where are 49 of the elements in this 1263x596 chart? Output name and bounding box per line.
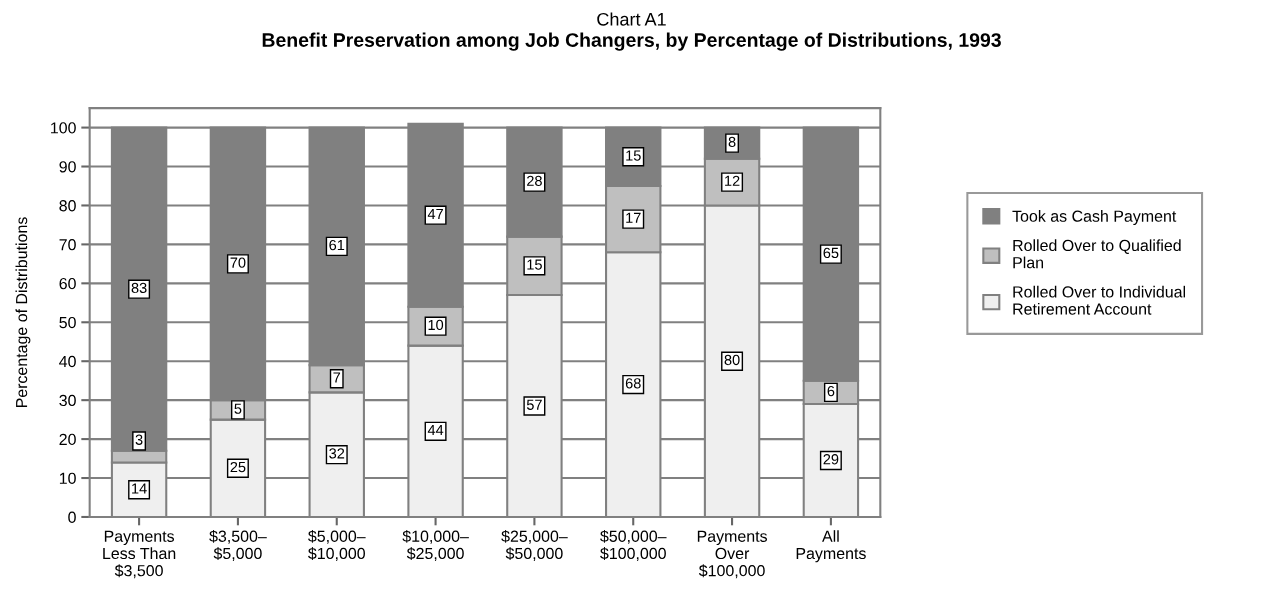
data-label: 12	[725, 175, 740, 186]
x-tick-label: $10,000– $25,000	[402, 529, 469, 561]
x-tick-label: All Payments	[796, 530, 866, 563]
x-tick-label: Payments Over $100,000	[697, 530, 767, 579]
legend-label: Rolled Over to Individual Retirement Account	[1013, 285, 1186, 315]
y-tick-label: 50	[59, 316, 76, 329]
data-label: 15	[626, 150, 641, 161]
data-label: 8	[728, 136, 736, 148]
data-label: 3	[135, 434, 143, 445]
data-label: 65	[823, 247, 839, 259]
y-tick-label: 20	[59, 433, 76, 446]
data-label: 14	[132, 483, 147, 494]
data-label: 83	[131, 282, 147, 294]
data-label: 28	[527, 175, 542, 187]
y-tick-label: 0	[68, 511, 76, 523]
y-tick-label: 90	[59, 161, 76, 173]
y-tick-label: 80	[59, 200, 76, 212]
data-label: 44	[427, 425, 444, 436]
data-label: 61	[329, 239, 345, 251]
data-label: 5	[234, 403, 242, 414]
x-tick-label: Payments Less Than $3,500	[103, 530, 176, 579]
y-tick-label: 100	[51, 122, 76, 134]
data-label: 6	[827, 385, 835, 397]
data-label: 68	[625, 378, 641, 389]
data-label: 80	[724, 354, 740, 366]
data-label: 32	[329, 448, 345, 459]
data-label: 70	[230, 257, 246, 268]
data-label: 10	[428, 319, 444, 331]
y-tick-label: 40	[59, 355, 76, 368]
x-tick-label: $50,000– $100,000	[600, 529, 667, 561]
data-label: 47	[427, 208, 443, 219]
data-label: 17	[626, 212, 641, 223]
y-tick-label: 70	[59, 239, 76, 251]
y-tick-label: 10	[59, 472, 76, 484]
legend-label: Rolled Over to Qualified Plan	[1013, 239, 1181, 269]
chart-title: Chart A1	[597, 12, 666, 26]
data-label: 7	[333, 372, 341, 383]
y-tick-label: 30	[59, 394, 76, 407]
data-label: 25	[230, 461, 246, 473]
data-label: 57	[526, 399, 542, 410]
x-tick-label: $25,000– $50,000	[501, 529, 568, 561]
legend-label: Took as Cash Payment	[1012, 210, 1177, 225]
x-tick-label: $3,500– $5,000	[209, 529, 267, 561]
data-label: 15	[527, 259, 542, 270]
chart-subtitle: Benefit Preservation among Job Changers, by Percentage of Distributions, 1993	[262, 32, 1001, 51]
data-label: 29	[823, 454, 839, 465]
y-tick-label: 60	[59, 277, 76, 290]
x-tick-label: $5,000– $10,000	[308, 529, 366, 561]
y-axis-title: Percentage of Distributions	[15, 217, 31, 408]
